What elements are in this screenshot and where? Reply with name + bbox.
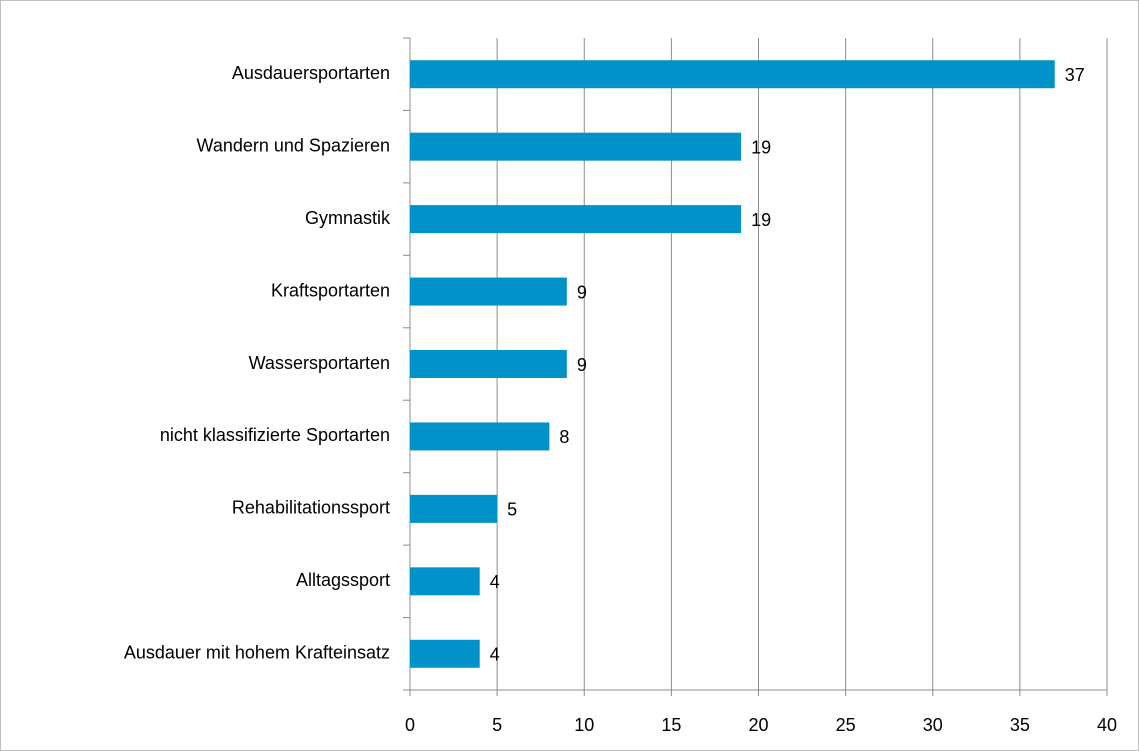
y-tick-label: Wassersportarten (249, 353, 390, 373)
x-tick-label: 5 (492, 715, 502, 735)
data-label: 37 (1065, 65, 1085, 85)
y-tick-label: Kraftsportarten (271, 280, 390, 300)
x-tick-label: 10 (574, 715, 594, 735)
data-label: 5 (507, 500, 517, 520)
x-tick-label: 30 (923, 715, 943, 735)
bar (410, 132, 742, 161)
x-tick-label: 35 (1010, 715, 1030, 735)
bar (410, 494, 498, 523)
data-label: 19 (751, 137, 771, 157)
data-label: 9 (577, 355, 587, 375)
data-label: 4 (490, 645, 500, 665)
x-tick-label: 20 (748, 715, 768, 735)
y-tick-label: Gymnastik (305, 208, 391, 228)
y-tick-label: Ausdauersportarten (232, 63, 390, 83)
y-tick-label: Alltagssport (296, 570, 390, 590)
bar (410, 205, 742, 234)
y-tick-label: Rehabilitationssport (232, 498, 390, 518)
y-tick-label: Wandern und Spazieren (197, 135, 390, 155)
x-tick-label: 25 (836, 715, 856, 735)
bar (410, 60, 1055, 89)
bar (410, 567, 480, 596)
data-label: 19 (751, 210, 771, 230)
x-tick-label: 0 (405, 715, 415, 735)
bar (410, 422, 550, 451)
bar (410, 350, 567, 378)
data-label: 4 (490, 572, 500, 592)
data-label: 9 (577, 282, 587, 302)
x-tick-label: 15 (661, 715, 681, 735)
x-tick-label: 40 (1097, 715, 1117, 735)
bar (410, 277, 567, 306)
y-tick-label: Ausdauer mit hohem Krafteinsatz (124, 643, 390, 663)
bar (410, 639, 480, 668)
data-label: 8 (559, 427, 569, 447)
y-tick-label: nicht klassifizierte Sportarten (160, 425, 390, 445)
